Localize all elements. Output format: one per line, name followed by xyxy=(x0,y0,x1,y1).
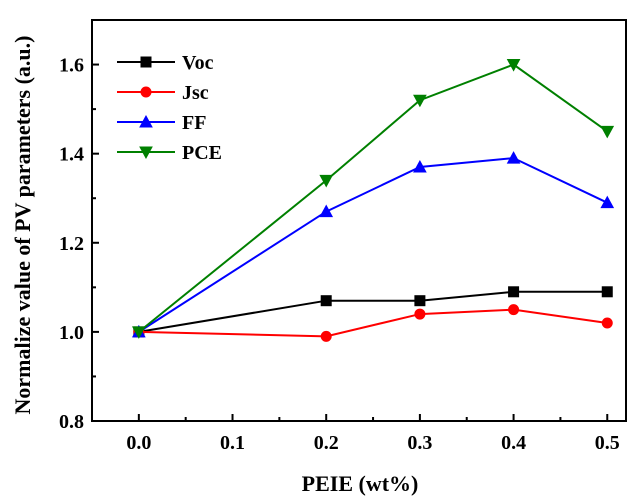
legend: Voc Jsc FF PCE xyxy=(117,52,222,164)
x-tick-label: 0.0 xyxy=(126,432,151,454)
y-tick-label: 1.4 xyxy=(59,144,84,166)
plot-frame xyxy=(91,19,627,422)
data-point xyxy=(413,159,427,173)
data-point xyxy=(601,286,613,298)
series-line xyxy=(138,308,608,338)
x-tick-label: 0.2 xyxy=(314,432,339,454)
x-axis: 0.0 0.1 0.2 0.3 0.4 0.5 xyxy=(126,414,620,454)
series-jsc xyxy=(133,304,613,342)
series-pce xyxy=(131,59,615,339)
y-tick-label: 1.6 xyxy=(59,55,84,77)
y-axis: 0.8 1.0 1.2 1.4 1.6 xyxy=(59,55,99,433)
data-point xyxy=(414,295,426,307)
legend-label: PCE xyxy=(182,142,222,164)
legend-marker xyxy=(140,86,152,98)
series-ff xyxy=(131,151,615,338)
data-point xyxy=(131,326,146,339)
legend-label: Jsc xyxy=(182,82,209,104)
data-point xyxy=(508,286,520,298)
data-point xyxy=(320,295,332,307)
data-point xyxy=(506,59,521,72)
x-tick-label: 0.5 xyxy=(595,432,620,454)
data-point xyxy=(506,151,521,164)
legend-label: Voc xyxy=(182,52,214,74)
y-tick-label: 1.2 xyxy=(59,233,84,255)
x-tick-label: 0.3 xyxy=(407,432,432,454)
legend-marker xyxy=(139,146,153,160)
data-point xyxy=(600,195,615,209)
y-tick-label: 0.8 xyxy=(59,411,84,433)
legend-item: FF xyxy=(117,112,206,134)
data-point xyxy=(600,125,615,139)
series-layer xyxy=(131,59,615,342)
x-axis-title: PEIE (wt%) xyxy=(302,471,419,496)
y-axis-title: Normalize value of PV parameters (a.u.) xyxy=(10,36,35,415)
legend-item: Voc xyxy=(117,52,214,74)
x-tick-label: 0.4 xyxy=(501,432,526,454)
legend-marker xyxy=(139,114,153,128)
data-point xyxy=(319,174,334,188)
legend-marker xyxy=(140,56,152,68)
series-voc xyxy=(133,286,613,338)
data-point xyxy=(320,330,332,342)
data-point xyxy=(319,204,334,218)
legend-item: PCE xyxy=(117,142,222,164)
x-tick-label: 0.1 xyxy=(220,432,245,454)
data-point xyxy=(508,304,520,316)
series-line xyxy=(138,157,608,333)
data-point xyxy=(601,317,613,329)
legend-item: Jsc xyxy=(117,82,209,104)
y-tick-label: 1.0 xyxy=(59,322,84,344)
data-point xyxy=(414,308,426,320)
legend-label: FF xyxy=(182,112,206,134)
data-point xyxy=(413,94,427,108)
